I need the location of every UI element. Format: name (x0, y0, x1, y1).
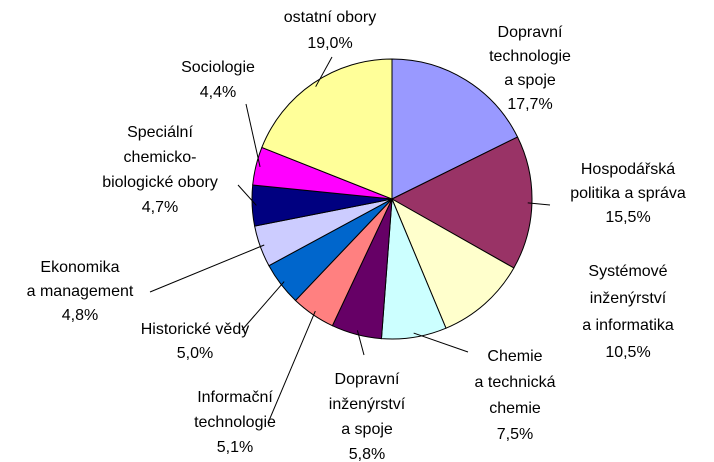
leader-line (315, 56, 333, 87)
pie-slice (390, 197, 515, 329)
slice-value-label: 7,5% (497, 426, 533, 443)
leader-line (245, 103, 261, 167)
slice-label: Dopravní inženýrství a spoje (329, 371, 406, 438)
slice-value-label: 4,8% (62, 307, 98, 324)
slice-label: ostatní obory (284, 9, 377, 26)
leader-line (149, 244, 265, 293)
slice-value-label: 5,1% (217, 439, 253, 456)
slice-label: Dopravní technologie a spoje (489, 24, 571, 89)
slice-value-label: 19,0% (307, 35, 352, 52)
slice-value-label: 17,7% (507, 96, 552, 113)
slice-label: Chemie a technická chemie (475, 348, 556, 417)
slice-label: Ekonomika a management (27, 259, 134, 300)
slice-value-label: 5,0% (177, 345, 213, 362)
slice-label: Systémové inženýrství a informatika (582, 263, 674, 334)
slice-value-label: 4,4% (200, 84, 236, 101)
leader-line (527, 202, 551, 206)
leader-line (241, 281, 285, 331)
leader-line (356, 330, 365, 356)
pie-slice (261, 58, 393, 200)
slice-value-label: 5,8% (349, 446, 385, 462)
leader-line (237, 184, 257, 206)
leader-line (413, 332, 469, 353)
slice-value-label: 15,5% (605, 209, 650, 226)
slice-label: Hospodářská politika a správa (570, 161, 686, 202)
slice-label: Historické vědy (141, 321, 249, 338)
pie-slice (391, 58, 519, 200)
slice-label: Speciální chemicko-biologické obory (102, 124, 218, 191)
slice-label: Sociologie (181, 59, 255, 76)
slice-value-label: 10,5% (605, 344, 650, 361)
leader-line (267, 310, 316, 424)
slice-value-label: 4,7% (142, 199, 178, 216)
slice-label: Informační technologie (194, 389, 276, 431)
